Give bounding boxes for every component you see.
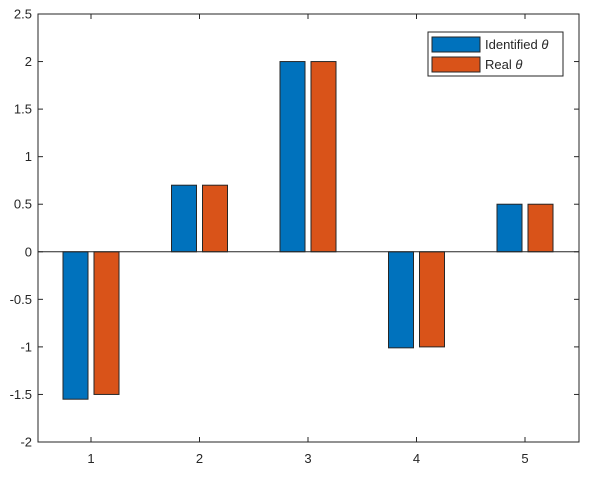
- x-tick-label: 2: [196, 451, 203, 466]
- bar-identified-2: [171, 184, 197, 253]
- bar-real-4: [419, 251, 445, 348]
- y-tick-label: -1.5: [10, 387, 32, 402]
- plot-area: [38, 14, 579, 442]
- legend: Identified θ Real θ: [427, 31, 564, 77]
- y-tick-label: -2: [20, 435, 32, 450]
- y-tick-label: 1.5: [14, 102, 32, 117]
- x-tick-label: 3: [304, 451, 311, 466]
- bars-layer: [62, 61, 554, 400]
- bar-identified-3: [279, 61, 306, 253]
- x-axis: 1 2 3 4 5: [87, 14, 529, 466]
- y-tick-label: 2.5: [14, 7, 32, 22]
- bar-real-3: [310, 61, 337, 253]
- bar-real-2: [202, 184, 228, 253]
- legend-swatch-identified: [431, 36, 481, 53]
- y-tick-label: 2: [25, 54, 32, 69]
- y-tick-label: -0.5: [10, 292, 32, 307]
- x-tick-label: 4: [413, 451, 420, 466]
- bar-identified-1: [62, 251, 89, 400]
- y-tick-label: 0.5: [14, 197, 32, 212]
- x-tick-label: 1: [87, 451, 94, 466]
- legend-label-identified: Identified θ: [485, 37, 548, 52]
- legend-label-real: Real θ: [485, 57, 522, 72]
- bar-identified-4: [388, 251, 414, 349]
- y-axis: -2 -1.5 -1 -0.5 0 0.5 1 1.5 2 2.5: [10, 7, 579, 450]
- y-tick-label: 0: [25, 244, 32, 259]
- y-tick-label: -1: [20, 339, 32, 354]
- bar-real-5: [527, 203, 554, 253]
- bar-real-1: [93, 251, 120, 395]
- bar-identified-5: [496, 203, 523, 253]
- legend-swatch-real: [431, 56, 481, 73]
- x-tick-label: 5: [521, 451, 528, 466]
- y-tick-label: 1: [25, 149, 32, 164]
